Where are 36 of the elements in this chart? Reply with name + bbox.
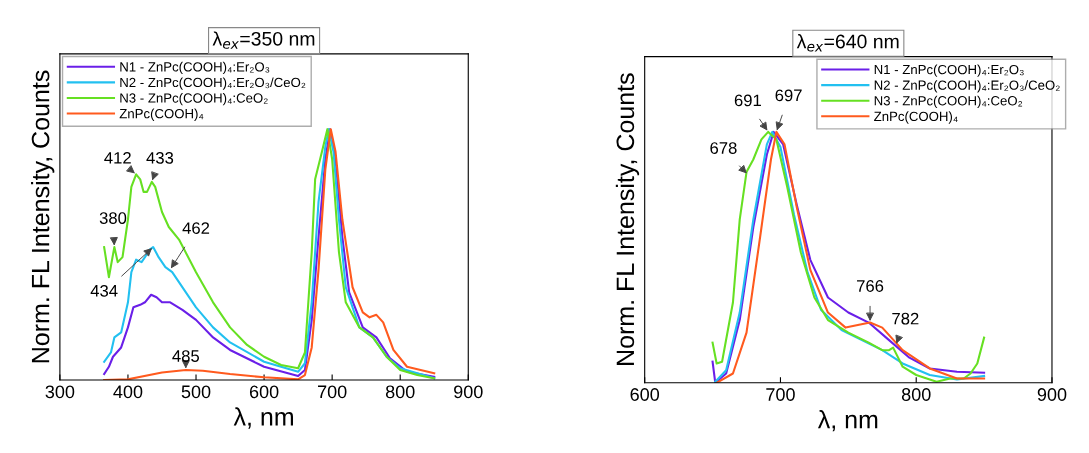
legend-label: N3 - ZnPc(COOH)₄:CeO₂ — [120, 93, 268, 106]
annotation: 485 — [172, 350, 200, 362]
annotation: 678 — [710, 142, 737, 154]
x-axis-title: λ, nm — [817, 410, 878, 432]
x-tick-label: 700 — [766, 388, 795, 401]
annotation: 691 — [734, 94, 761, 107]
y-axis-title: Norm. FL Intensity, Counts — [615, 73, 640, 365]
annotation: 697 — [775, 89, 802, 102]
annotation: 412 — [104, 151, 131, 164]
legend-label: N1 - ZnPc(COOH)₄:Er₂O₃ — [874, 64, 1024, 77]
legend-label: N1 - ZnPc(COOH)₄:Er₂O₃ — [120, 61, 270, 75]
annotation: 462 — [182, 222, 210, 235]
chart-title: λ$_{ex}$=350 nm — [212, 31, 315, 49]
legend-label: ZnPc(COOH)₄ — [119, 108, 204, 121]
chart-title: λ$_{ex}$=640 nm — [796, 34, 899, 52]
x-tick-label: 800 — [901, 388, 931, 401]
annotation: 766 — [857, 280, 884, 292]
annotation: 782 — [892, 312, 919, 325]
x-tick-label: 900 — [454, 385, 483, 399]
legend-label: N3 - ZnPc(COOH)₄:CeO₂ — [874, 95, 1023, 109]
x-tick-label: 600 — [630, 388, 660, 401]
annotation: 434 — [90, 284, 118, 297]
x-axis-title: λ, nm — [233, 407, 293, 429]
annotation: 433 — [146, 151, 174, 164]
x-tick-label: 700 — [318, 385, 347, 399]
legend-label: N2 - ZnPc(COOH)₄:Er₂O₃/CeO₂ — [120, 77, 306, 90]
x-tick-label: 500 — [181, 385, 211, 399]
y-axis-title: Norm. FL Intensity, Counts — [31, 70, 55, 363]
x-tick-label: 900 — [1037, 388, 1067, 401]
annotation: 380 — [99, 212, 127, 224]
x-tick-label: 400 — [113, 385, 143, 399]
x-tick-label: 300 — [45, 385, 75, 399]
legend-label: ZnPc(COOH)₄ — [874, 111, 958, 124]
legend-label: N2 - ZnPc(COOH)₄:Er₂O₃/CeO₂ — [874, 80, 1060, 93]
x-tick-label: 600 — [249, 385, 279, 399]
x-tick-label: 800 — [385, 385, 415, 399]
